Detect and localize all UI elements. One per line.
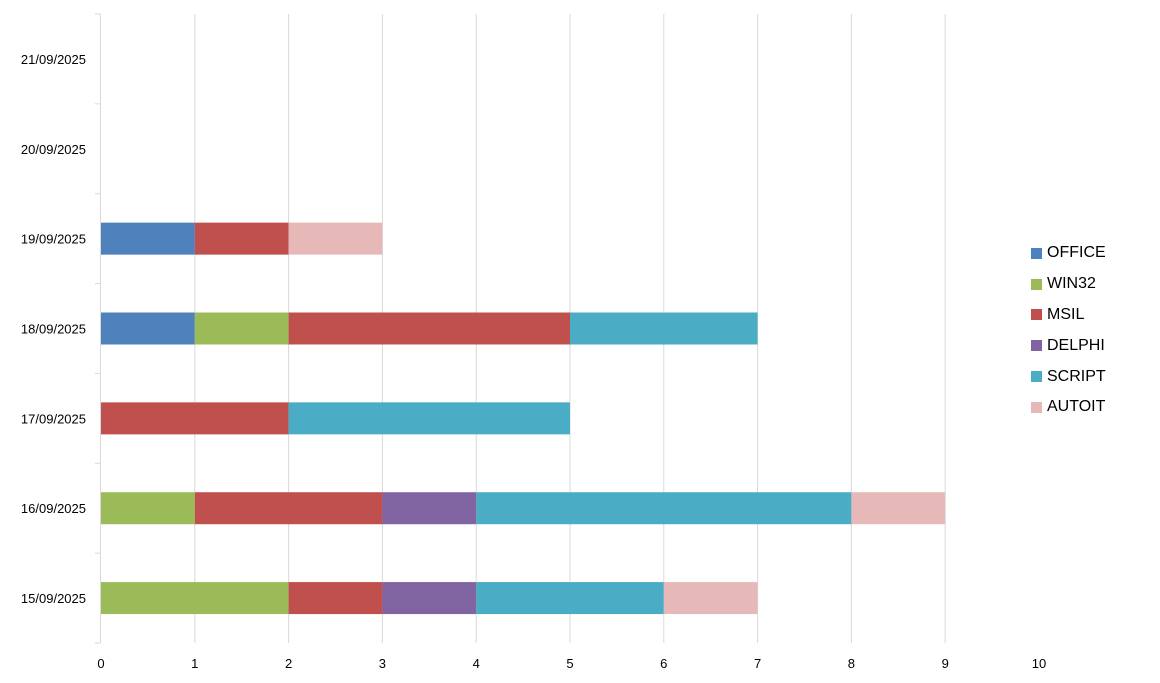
bar-segment-autoit [288, 222, 383, 255]
legend-item-delphi: DELPHI [1031, 330, 1106, 361]
legend-swatch [1031, 247, 1042, 259]
category-label: 17/09/2025 [21, 411, 86, 426]
legend-item-autoit: AUTOIT [1031, 392, 1106, 423]
bar-segment-delphi [382, 492, 477, 525]
bar-segment-office [101, 222, 195, 255]
x-tick-label: 1 [191, 656, 198, 671]
bar-segment-win32 [101, 582, 289, 615]
category-label: 20/09/2025 [21, 142, 86, 157]
x-tick-label: 3 [379, 656, 386, 671]
legend-label: MSIL [1047, 305, 1085, 323]
legend-swatch [1031, 340, 1042, 352]
x-tick-label: 7 [754, 656, 761, 671]
bar-segment-autoit [851, 492, 946, 525]
legend-label: DELPHI [1047, 336, 1105, 354]
bar-segment-autoit [663, 582, 758, 615]
bar-segment-office [101, 312, 195, 345]
bar-segment-msil [194, 222, 289, 255]
legend-label: OFFICE [1047, 244, 1106, 262]
legend-item-script: SCRIPT [1031, 361, 1106, 392]
bar-segment-script [476, 492, 852, 525]
legend: OFFICE WIN32 MSIL DELPHI SCRIPT AUTOIT [1031, 238, 1106, 423]
bar-segment-msil [288, 312, 570, 345]
legend-item-msil: MSIL [1031, 300, 1106, 331]
x-tick-labels: 0 1 2 3 4 5 6 7 8 9 10 [97, 656, 1046, 671]
legend-label: AUTOIT [1047, 398, 1106, 416]
bar-segment-script [570, 312, 758, 345]
legend-item-win32: WIN32 [1031, 269, 1106, 300]
x-tick-label: 8 [848, 656, 855, 671]
category-label: 18/09/2025 [21, 322, 86, 337]
x-tick-label: 9 [942, 656, 949, 671]
bar-segment-win32 [101, 492, 195, 525]
bar-segment-msil [101, 402, 289, 435]
bar-segment-msil [194, 492, 383, 525]
bar-segment-delphi [382, 582, 477, 615]
category-label: 16/09/2025 [21, 501, 86, 516]
x-tick-label: 10 [1032, 656, 1046, 671]
x-tick-label: 4 [473, 656, 480, 671]
category-label: 15/09/2025 [21, 591, 86, 606]
x-tick-label: 0 [97, 656, 104, 671]
category-label: 19/09/2025 [21, 232, 86, 247]
bar-segment-msil [288, 582, 383, 615]
category-label: 21/09/2025 [21, 52, 86, 67]
x-tick-label: 2 [285, 656, 292, 671]
legend-label: WIN32 [1047, 275, 1096, 293]
bars [101, 222, 946, 615]
legend-label: SCRIPT [1047, 367, 1106, 385]
x-tick-label: 5 [566, 656, 573, 671]
legend-swatch [1031, 278, 1042, 290]
bar-segment-win32 [194, 312, 289, 345]
legend-swatch [1031, 401, 1042, 413]
legend-swatch [1031, 309, 1042, 321]
legend-swatch [1031, 371, 1042, 383]
x-tick-label: 6 [660, 656, 667, 671]
legend-item-office: OFFICE [1031, 238, 1106, 269]
bar-segment-script [288, 402, 570, 435]
axes [95, 13, 101, 644]
bar-segment-script [476, 582, 664, 615]
category-labels: 15/09/2025 16/09/2025 17/09/2025 18/09/2025… [21, 52, 86, 606]
